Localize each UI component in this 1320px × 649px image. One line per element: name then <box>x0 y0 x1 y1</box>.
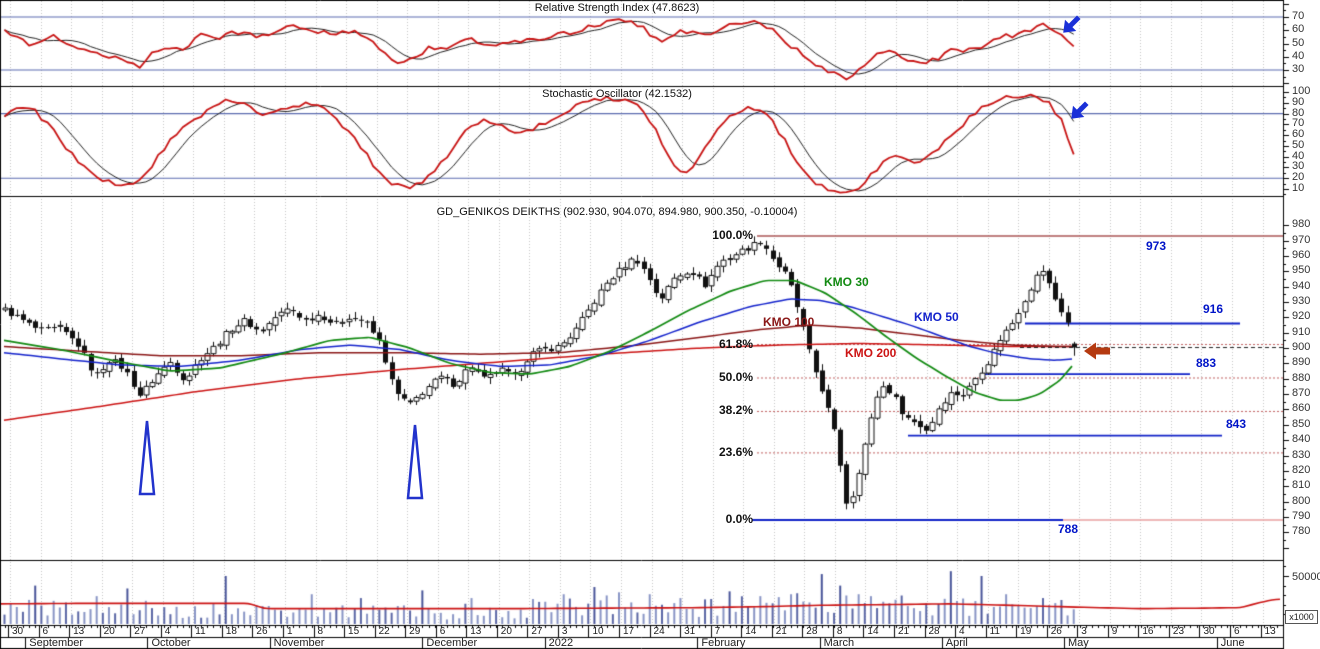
price-panel-title: GD_GENIKOS DEIKTHS (902.930, 904.070, 89… <box>436 206 798 218</box>
down-left-arrow-icon[interactable] <box>1066 99 1092 125</box>
down-left-arrow-icon[interactable] <box>1058 13 1084 39</box>
volume-axis-label: 50000 <box>1292 571 1320 583</box>
triangle-annotation[interactable] <box>405 423 425 501</box>
triangle-annotation[interactable] <box>137 419 157 497</box>
rsi-panel-title: Relative Strength Index (47.8623) <box>534 2 700 14</box>
volume-scale-box: x1000 <box>1285 610 1318 624</box>
left-arrow-icon[interactable] <box>1083 340 1111 362</box>
stochastic-panel-title: Stochastic Oscillator (42.1532) <box>542 88 692 100</box>
